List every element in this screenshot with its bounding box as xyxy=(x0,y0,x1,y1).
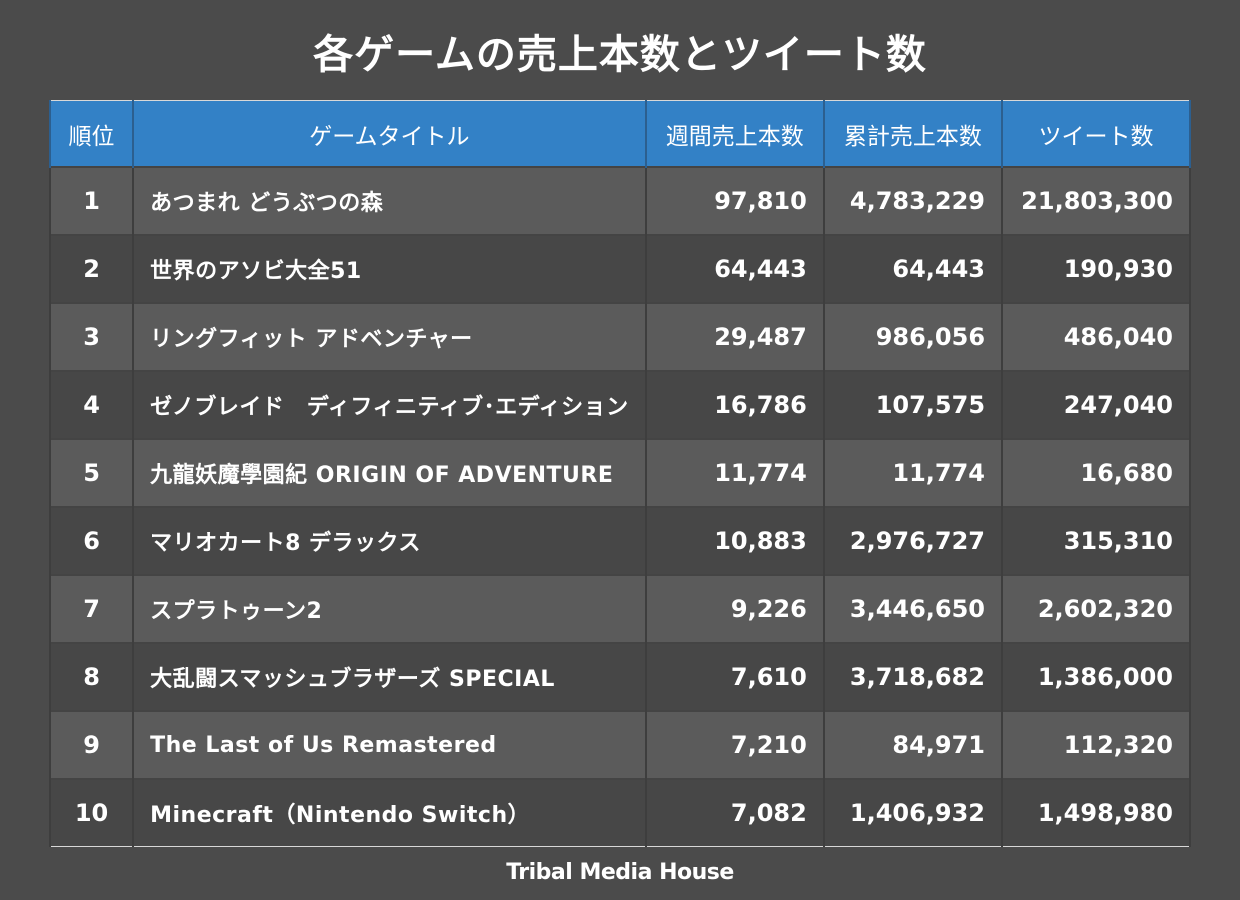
weekly-sales-cell: 10,883 xyxy=(644,507,825,575)
tweet-count-cell: 2,602,320 xyxy=(1001,575,1191,643)
page-title: 各ゲームの売上本数とツイート数 xyxy=(313,32,927,78)
total-sales-cell: 64,443 xyxy=(822,235,1004,303)
game-title-cell: マリオカート8 デラックス xyxy=(132,507,647,575)
table-row: 6 マリオカート8 デラックス 10,883 2,976,727 315,310 xyxy=(48,507,1191,575)
game-title-cell: 九龍妖魔學園紀 ORIGIN OF ADVENTURE xyxy=(132,439,647,507)
weekly-sales-cell: 11,774 xyxy=(644,439,825,507)
weekly-sales-cell: 7,082 xyxy=(644,779,825,847)
tweet-count-cell: 190,930 xyxy=(1001,235,1191,303)
table-header-row: 順位 ゲームタイトル 週間売上本数 累計売上本数 ツイート数 xyxy=(48,100,1191,167)
game-title-cell: ゼノブレイド ディフィニティブ･エディション xyxy=(132,371,647,439)
game-title-cell: 世界のアソビ大全51 xyxy=(132,235,647,303)
rank-cell: 4 xyxy=(48,371,135,439)
total-sales-cell: 986,056 xyxy=(822,303,1004,371)
rank-cell: 2 xyxy=(48,235,135,303)
tweet-count-cell: 486,040 xyxy=(1001,303,1191,371)
table-row: 5 九龍妖魔學園紀 ORIGIN OF ADVENTURE 11,774 11,774… xyxy=(48,439,1191,507)
rank-cell: 8 xyxy=(48,643,135,711)
game-title-cell: スプラトゥーン2 xyxy=(132,575,647,643)
total-sales-cell: 84,971 xyxy=(822,711,1004,779)
game-title-cell: あつまれ どうぶつの森 xyxy=(132,167,647,235)
sales-table: 順位 ゲームタイトル 週間売上本数 累計売上本数 ツイート数 1 あつまれ どうぶ… xyxy=(48,100,1191,847)
weekly-sales-cell: 16,786 xyxy=(644,371,825,439)
game-title-cell: The Last of Us Remastered xyxy=(132,711,647,779)
table-row: 2 世界のアソビ大全51 64,443 64,443 190,930 xyxy=(48,235,1191,303)
tweet-count-cell: 112,320 xyxy=(1001,711,1191,779)
total-sales-cell: 1,406,932 xyxy=(822,779,1004,847)
brand-logo: Tribal Media House xyxy=(506,860,734,885)
game-title-cell: Minecraft（Nintendo Switch） xyxy=(132,779,647,847)
tweet-count-cell: 315,310 xyxy=(1001,507,1191,575)
total-sales-cell: 2,976,727 xyxy=(822,507,1004,575)
game-title-cell: リングフィット アドベンチャー xyxy=(132,303,647,371)
total-sales-cell: 3,718,682 xyxy=(822,643,1004,711)
tweet-count-cell: 1,498,980 xyxy=(1001,779,1191,847)
weekly-sales-cell: 7,210 xyxy=(644,711,825,779)
total-sales-cell: 11,774 xyxy=(822,439,1004,507)
weekly-sales-cell: 29,487 xyxy=(644,303,825,371)
table-row: 8 大乱闘スマッシュブラザーズ SPECIAL 7,610 3,718,682 1,38… xyxy=(48,643,1191,711)
column-header-weekly-sales: 週間売上本数 xyxy=(644,100,825,167)
weekly-sales-cell: 9,226 xyxy=(644,575,825,643)
rank-cell: 5 xyxy=(48,439,135,507)
tweet-count-cell: 21,803,300 xyxy=(1001,167,1191,235)
column-header-rank: 順位 xyxy=(48,100,135,167)
rank-cell: 10 xyxy=(48,779,135,847)
weekly-sales-cell: 97,810 xyxy=(644,167,825,235)
rank-cell: 1 xyxy=(48,167,135,235)
weekly-sales-cell: 64,443 xyxy=(644,235,825,303)
column-header-total-sales: 累計売上本数 xyxy=(822,100,1004,167)
column-header-title: ゲームタイトル xyxy=(132,100,647,167)
table-row: 4 ゼノブレイド ディフィニティブ･エディション 16,786 107,575 247,… xyxy=(48,371,1191,439)
column-header-tweets: ツイート数 xyxy=(1001,100,1191,167)
weekly-sales-cell: 7,610 xyxy=(644,643,825,711)
total-sales-cell: 3,446,650 xyxy=(822,575,1004,643)
table-row: 7 スプラトゥーン2 9,226 3,446,650 2,602,320 xyxy=(48,575,1191,643)
table-row: 1 あつまれ どうぶつの森 97,810 4,783,229 21,803,300 xyxy=(48,167,1191,235)
total-sales-cell: 4,783,229 xyxy=(822,167,1004,235)
table-row: 9 The Last of Us Remastered 7,210 84,971 112… xyxy=(48,711,1191,779)
tweet-count-cell: 1,386,000 xyxy=(1001,643,1191,711)
tweet-count-cell: 16,680 xyxy=(1001,439,1191,507)
game-title-cell: 大乱闘スマッシュブラザーズ SPECIAL xyxy=(132,643,647,711)
tweet-count-cell: 247,040 xyxy=(1001,371,1191,439)
rank-cell: 9 xyxy=(48,711,135,779)
total-sales-cell: 107,575 xyxy=(822,371,1004,439)
rank-cell: 6 xyxy=(48,507,135,575)
table-row: 3 リングフィット アドベンチャー 29,487 986,056 486,040 xyxy=(48,303,1191,371)
table-row: 10 Minecraft（Nintendo Switch） 7,082 1,406,9… xyxy=(48,779,1191,847)
rank-cell: 3 xyxy=(48,303,135,371)
rank-cell: 7 xyxy=(48,575,135,643)
